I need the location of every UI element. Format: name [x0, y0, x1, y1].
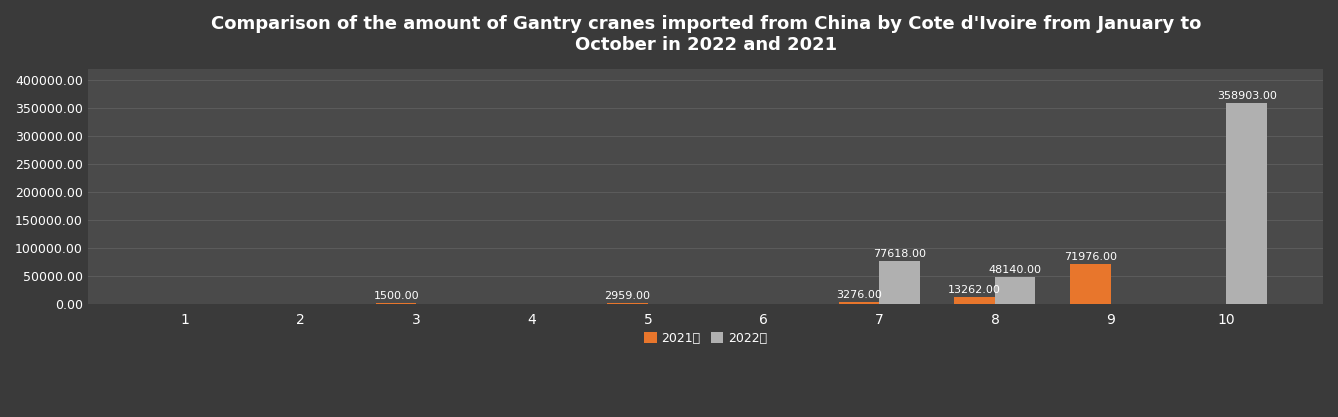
Legend: 2021年, 2022年: 2021年, 2022年 [640, 327, 772, 350]
Title: Comparison of the amount of Gantry cranes imported from China by Cote d'Ivoire f: Comparison of the amount of Gantry crane… [210, 15, 1202, 54]
Text: 77618.00: 77618.00 [872, 249, 926, 259]
Bar [995, 277, 1036, 304]
Text: 2959.00: 2959.00 [605, 291, 650, 301]
Bar [954, 297, 995, 304]
Text: 3276.00: 3276.00 [836, 291, 882, 301]
Bar [607, 303, 648, 304]
Text: 358903.00: 358903.00 [1216, 91, 1276, 101]
Text: 71976.00: 71976.00 [1064, 252, 1117, 262]
Bar [1227, 103, 1267, 304]
Text: 48140.00: 48140.00 [989, 265, 1042, 275]
Bar [1070, 264, 1111, 304]
Bar [879, 261, 919, 304]
Text: 13262.00: 13262.00 [949, 285, 1001, 295]
Text: 1500.00: 1500.00 [373, 291, 419, 301]
Bar [839, 302, 879, 304]
